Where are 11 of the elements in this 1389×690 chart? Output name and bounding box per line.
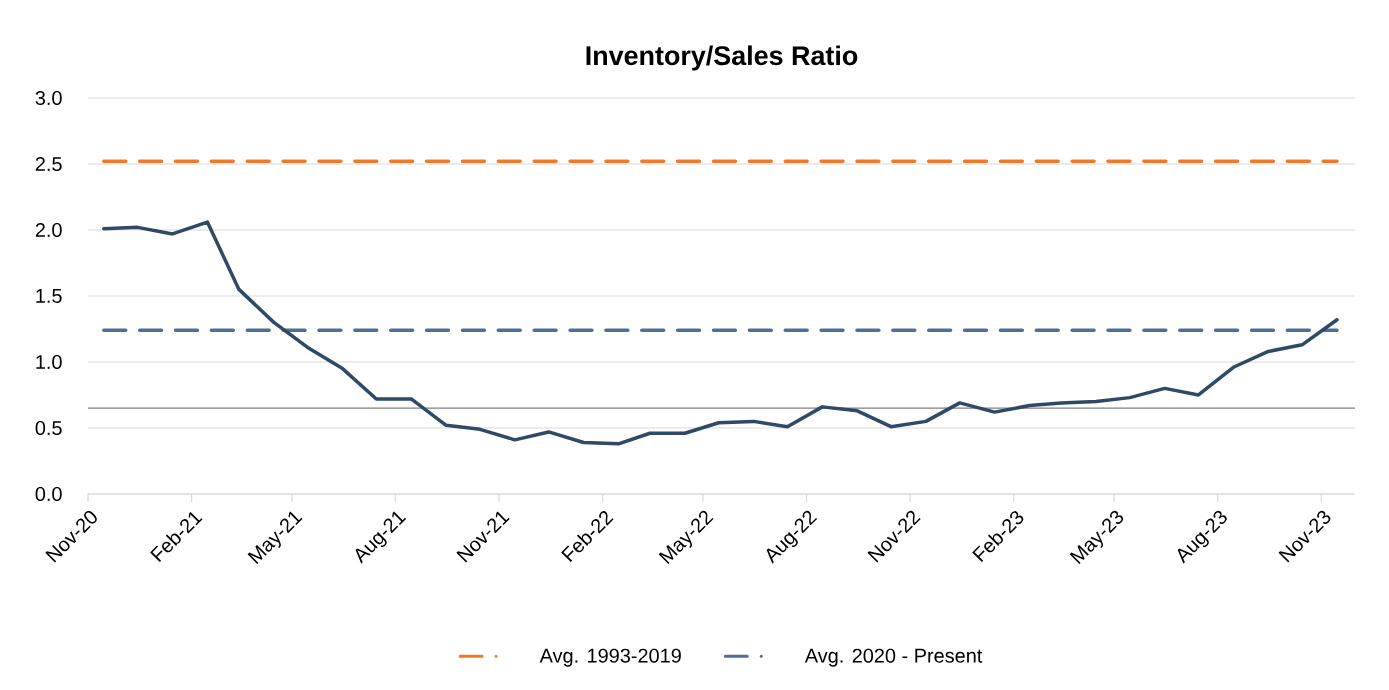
y-tick-label: 0.5 xyxy=(35,420,62,436)
y-tick-label: 0.0 xyxy=(35,486,62,502)
y-tick-label: 1.5 xyxy=(36,289,62,303)
y-tick-label: 2.0 xyxy=(35,222,62,238)
y-tick-label: 2.5 xyxy=(35,156,62,172)
legend-label: Avg. 2020 - Present xyxy=(804,648,983,667)
line-series xyxy=(102,220,1339,446)
y-tick-label: 1.0 xyxy=(36,354,62,370)
legend-label: Avg. 1993-2019 xyxy=(539,648,681,667)
y-tick-label: 3.0 xyxy=(35,90,62,106)
chart-title: Inventory/Sales Ratio xyxy=(586,45,858,71)
